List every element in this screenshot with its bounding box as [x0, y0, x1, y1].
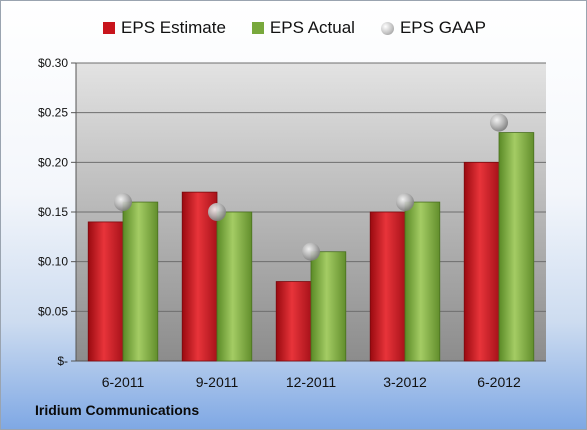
y-tick-label: $0.25 — [38, 106, 68, 120]
legend-label-actual: EPS Actual — [269, 18, 355, 37]
x-tick-label: 9-2011 — [196, 374, 239, 390]
y-tick-label: $0.10 — [38, 255, 68, 269]
bar-eps-actual — [122, 201, 159, 362]
y-tick-label: $0.30 — [38, 56, 68, 70]
y-tick-label: $0.05 — [38, 304, 68, 318]
company-name: Iridium Communications — [35, 402, 200, 418]
y-tick-label: $0.20 — [38, 155, 68, 169]
plot-area: $- $0.05 $0.10 $0.15 $0.20 $0.25 $0.30 6-2011 9-… — [38, 56, 546, 390]
x-tick-label: 6-2011 — [102, 374, 145, 390]
point-eps-gaap — [302, 242, 320, 261]
bar-eps-estimate — [369, 211, 406, 362]
y-tick-label: $0.15 — [38, 205, 68, 219]
legend-item-estimate: EPS Estimate — [103, 18, 226, 38]
legend-item-actual: EPS Actual — [251, 18, 355, 38]
point-eps-gaap — [396, 193, 414, 212]
legend-label-estimate: EPS Estimate — [121, 18, 226, 37]
x-tick-label: 12-2011 — [286, 374, 337, 390]
point-eps-gaap — [490, 113, 508, 132]
legend-swatch-estimate — [103, 22, 116, 34]
bar-eps-estimate — [275, 281, 312, 362]
bar-eps-estimate — [181, 191, 218, 362]
legend-swatch-actual — [251, 22, 264, 34]
point-eps-gaap — [208, 203, 226, 221]
bar-eps-actual — [404, 201, 441, 362]
legend-label-gaap: EPS GAAP — [399, 18, 486, 37]
bar-eps-estimate — [463, 161, 500, 362]
bar-eps-actual — [216, 211, 253, 362]
bar-eps-estimate — [87, 221, 124, 362]
bar-eps-actual — [498, 132, 535, 362]
x-tick-label: 3-2012 — [383, 374, 427, 390]
y-tick-label: $- — [57, 354, 68, 368]
chart-legend: EPS Estimate EPS Actual EPS GAAP — [1, 18, 586, 38]
legend-swatch-gaap — [380, 21, 394, 35]
x-tick-label: 6-2012 — [477, 374, 521, 390]
point-eps-gaap — [114, 193, 132, 212]
bar-eps-actual — [310, 251, 347, 362]
legend-item-gaap: EPS GAAP — [380, 18, 486, 38]
